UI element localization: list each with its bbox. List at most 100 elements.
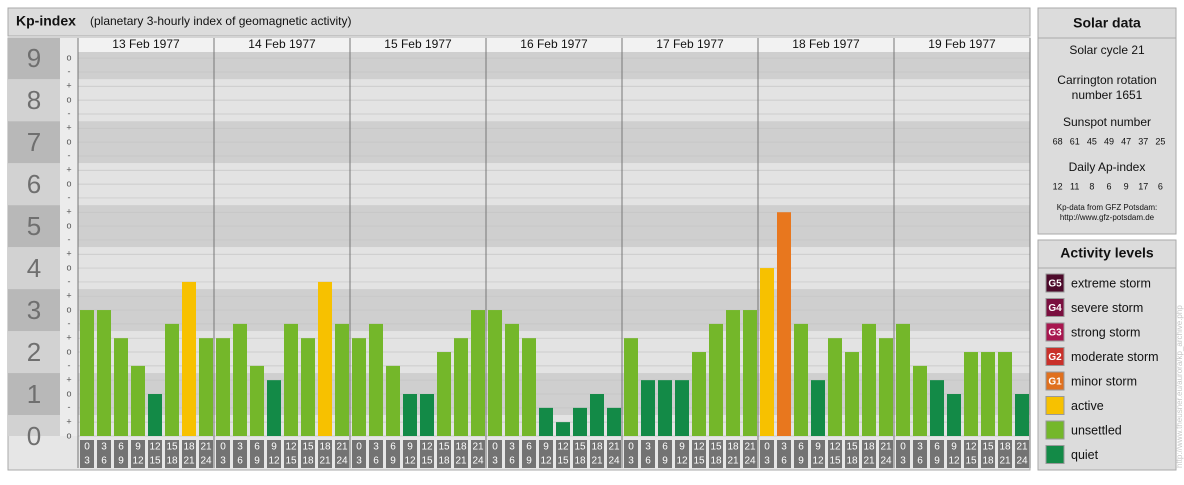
hour-box	[743, 440, 757, 468]
legend-label: active	[1071, 399, 1104, 413]
hour-label: 9	[543, 442, 549, 453]
hour-box	[692, 440, 706, 468]
hour-box	[675, 440, 689, 468]
bar	[624, 338, 638, 436]
hour-label: 6	[373, 456, 379, 467]
sub-tick-label: -	[68, 360, 71, 370]
bar	[641, 380, 655, 436]
bar	[233, 323, 247, 436]
hour-label: 15	[965, 456, 977, 467]
hour-label: 15	[693, 456, 705, 467]
hour-label: 18	[574, 456, 586, 467]
sub-tick-label: -	[68, 192, 71, 202]
legend-badge: G5	[1048, 279, 1062, 290]
sub-tick-label: +	[66, 291, 71, 301]
y-label-band	[8, 79, 60, 122]
hour-box	[981, 440, 995, 468]
bar	[896, 323, 910, 436]
sub-tick-label: o	[66, 430, 71, 440]
hour-label: 15	[166, 442, 178, 453]
hour-label: 15	[149, 456, 161, 467]
sunspot-value: 61	[1070, 136, 1080, 146]
bar	[981, 352, 995, 436]
date-bar	[894, 38, 1030, 52]
bar	[301, 338, 315, 436]
hour-label: 6	[390, 442, 396, 453]
hour-label: 24	[1016, 456, 1028, 467]
hour-label: 18	[438, 456, 450, 467]
y-tick-label: 8	[27, 85, 41, 115]
bar	[335, 323, 349, 436]
sub-tick-label: o	[66, 95, 71, 105]
bar	[114, 338, 128, 436]
title-bar	[7, 7, 1031, 37]
hour-label: 21	[727, 456, 739, 467]
hour-label: 0	[900, 442, 906, 453]
bar	[658, 380, 672, 436]
hour-box	[165, 440, 179, 468]
hour-box	[131, 440, 145, 468]
sub-tick-label: o	[66, 304, 71, 314]
sub-tick-label: -	[68, 108, 71, 118]
hour-box	[930, 440, 944, 468]
hour-box	[896, 440, 910, 468]
hour-box	[454, 440, 468, 468]
hour-label: 15	[438, 442, 450, 453]
legend-swatch	[1045, 298, 1065, 317]
bar	[522, 338, 536, 436]
bar	[556, 422, 570, 436]
hour-label: 6	[934, 442, 940, 453]
hour-box	[556, 440, 570, 468]
bar	[845, 352, 859, 436]
bar	[505, 323, 519, 436]
hour-box	[913, 440, 927, 468]
y-tick-label: 0	[27, 421, 41, 451]
hour-box	[862, 440, 876, 468]
hour-label: 6	[509, 456, 515, 467]
legend-swatch	[1045, 371, 1065, 391]
hour-label: 6	[662, 442, 668, 453]
hour-box	[828, 440, 842, 468]
y-tick-label: 2	[27, 337, 41, 367]
source: http://www.gfz-potsdam.de	[1060, 213, 1155, 222]
date-bar	[350, 38, 486, 52]
hour-box	[437, 440, 451, 468]
hour-label: 15	[982, 442, 994, 453]
hour-label: 6	[917, 456, 923, 467]
date-label: 17 Feb 1977	[656, 37, 724, 51]
chart-title: Kp-index	[16, 13, 76, 29]
carrington: Carrington rotation	[1057, 73, 1156, 87]
date-bar	[486, 38, 622, 52]
date-bar	[78, 38, 214, 52]
bar	[80, 310, 94, 436]
hour-label: 0	[764, 442, 770, 453]
hour-box	[182, 440, 196, 468]
hour-label: 12	[812, 456, 824, 467]
legend-swatch	[1045, 273, 1065, 293]
hour-box	[148, 440, 162, 468]
hour-label: 15	[846, 442, 858, 453]
band	[78, 415, 1030, 436]
hour-box	[726, 440, 740, 468]
hour-label: 0	[220, 442, 226, 453]
bar	[573, 407, 587, 436]
y-label-band	[8, 247, 60, 290]
hour-label: 3	[237, 442, 243, 453]
y-tick-label: 6	[27, 169, 41, 199]
y-label-band	[8, 331, 60, 374]
hour-box	[471, 440, 485, 468]
bar	[250, 365, 264, 436]
y-label-band	[8, 121, 60, 164]
y-tick-label: 1	[27, 379, 41, 409]
hour-label: 21	[472, 442, 484, 453]
legend-swatch	[1045, 322, 1065, 342]
sub-tick-label: o	[66, 178, 71, 188]
hour-box	[539, 440, 553, 468]
date-label: 16 Feb 1977	[520, 37, 588, 51]
bar	[828, 338, 842, 436]
sub-tick-label: o	[66, 136, 71, 146]
hour-label: 18	[710, 456, 722, 467]
sub-tick-label: +	[66, 417, 71, 427]
hour-label: 9	[798, 456, 804, 467]
hour-box	[607, 440, 621, 468]
